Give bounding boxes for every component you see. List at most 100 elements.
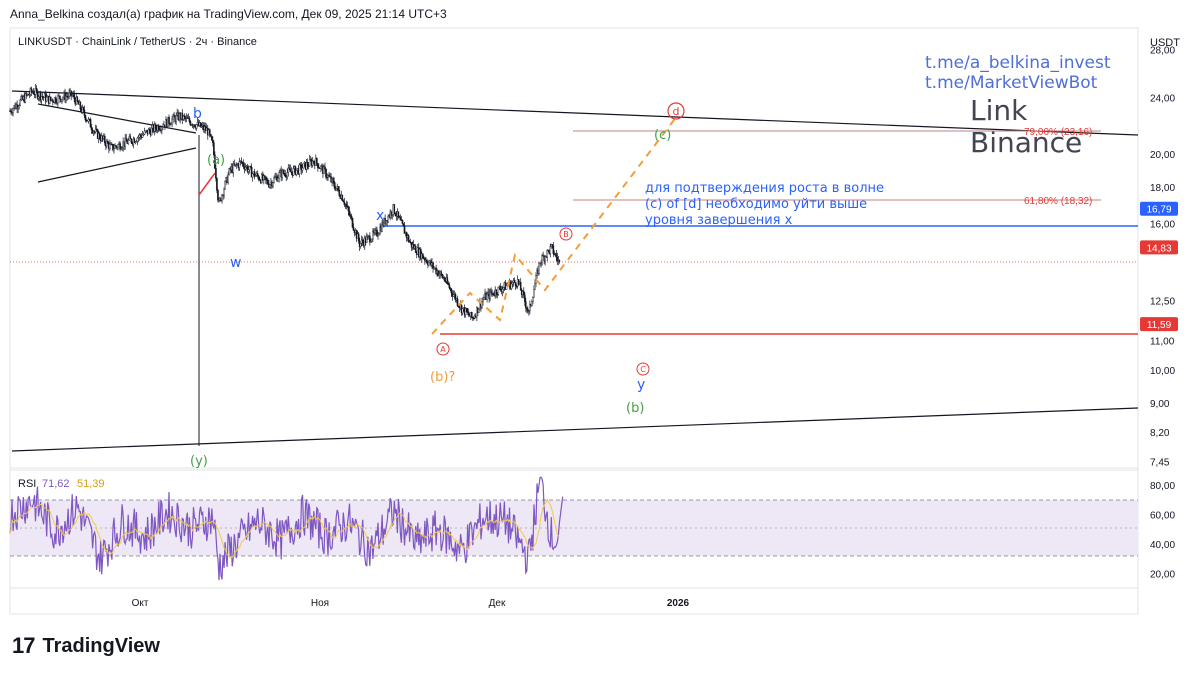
candle-body	[552, 245, 555, 254]
candle-body	[214, 154, 216, 169]
candle-body	[501, 288, 504, 292]
wave-x-label: x	[376, 208, 384, 224]
watermark-title-1: Link	[970, 94, 1028, 127]
wave-a-paren-label: (a)	[207, 153, 225, 168]
candle-body	[540, 262, 542, 264]
time-tick-label: Дек	[489, 598, 506, 609]
candle-body	[393, 204, 396, 214]
candle-body	[244, 167, 247, 170]
candle-body	[115, 145, 117, 147]
candle-body	[16, 104, 18, 109]
triangle-lower-line[interactable]	[37, 147, 197, 183]
price-badge	[1140, 201, 1178, 216]
candle-body	[133, 138, 136, 143]
candle-body	[104, 136, 106, 144]
candle-body	[341, 195, 344, 201]
time-axis[interactable]	[9, 587, 1139, 615]
candle-body	[199, 122, 202, 128]
candle-body	[357, 233, 360, 242]
rsi-line[interactable]	[9, 476, 564, 581]
candle-body	[528, 310, 530, 312]
candle-body	[369, 235, 371, 243]
candle-body	[162, 126, 164, 128]
candle-body	[148, 129, 151, 132]
candle-body	[175, 115, 177, 122]
candle-body	[447, 282, 450, 285]
candle-body	[284, 173, 287, 177]
currency-label: USDT	[1150, 37, 1180, 49]
candle-body	[378, 233, 380, 236]
wave-b-paren-label: (b)	[626, 401, 644, 416]
candle-body	[272, 182, 274, 187]
candle-body	[257, 175, 260, 180]
candle-body	[374, 230, 376, 234]
candle-body	[502, 287, 505, 290]
candle-body	[89, 119, 92, 128]
candle-body	[135, 141, 138, 143]
symbol-header: LINKUSDT · ChainLink / TetherUS · 2ч · B…	[18, 36, 257, 48]
candle-body	[139, 134, 142, 137]
price-pane[interactable]	[9, 27, 1139, 469]
candle-body	[526, 307, 528, 310]
tradingview-brand[interactable]: 17 TradingView	[12, 633, 160, 659]
candle-body	[465, 308, 468, 312]
candle-body	[342, 200, 345, 203]
candle-body	[492, 292, 494, 295]
candle-body	[309, 159, 312, 161]
projection-path[interactable]	[431, 115, 678, 335]
candle-body	[377, 234, 379, 237]
candle-body	[65, 96, 67, 101]
candle-body	[19, 99, 21, 106]
candle-body	[263, 175, 265, 181]
candle-body	[18, 105, 20, 108]
candle-body	[495, 289, 498, 295]
candle-body	[449, 287, 452, 290]
rsi-tick-label: 40,00	[1150, 540, 1175, 551]
candle-body	[90, 127, 93, 131]
time-tick-label: 2026	[667, 598, 690, 609]
fib-79-label: 79,00% (23,16)	[1024, 127, 1092, 138]
candle-body	[398, 216, 401, 218]
price-tick-label: 16,00	[1150, 220, 1175, 231]
candle-body	[534, 283, 536, 290]
candle-body	[348, 210, 351, 216]
candlesticks[interactable]	[9, 83, 561, 322]
candle-body	[208, 129, 211, 135]
candle-body	[36, 90, 39, 99]
watermark-link-1: t.me/a_belkina_invest	[925, 53, 1111, 73]
candle-body	[32, 91, 35, 95]
rsi-tick-label: 60,00	[1150, 510, 1175, 521]
candle-body	[24, 93, 27, 103]
candle-body	[345, 203, 348, 207]
candle-body	[12, 108, 14, 114]
wave-d-label: d	[673, 105, 680, 118]
rsi-ma-line[interactable]	[9, 497, 560, 559]
candle-body	[212, 140, 214, 143]
chart[interactable]: LINKUSDT · ChainLink / TetherUS · 2ч · B…	[0, 0, 1200, 625]
annotation-line-2: (c) of [d] необходимо уйти выше	[645, 197, 867, 212]
wave-C-label: C	[640, 365, 646, 374]
candle-body	[34, 88, 37, 95]
lower-channel-line[interactable]	[11, 407, 1139, 452]
candle-body	[532, 297, 534, 302]
candle-body	[79, 101, 82, 110]
rsi-tick-label: 80,00	[1150, 481, 1175, 492]
wave-y-paren-label: (y)	[190, 454, 208, 469]
candle-body	[211, 135, 213, 141]
candle-body	[73, 94, 76, 99]
impulse-a-red[interactable]	[198, 172, 216, 196]
upper-channel-line[interactable]	[11, 90, 1139, 136]
triangle-upper-line[interactable]	[37, 103, 197, 134]
candle-body	[107, 140, 109, 144]
candle-body	[531, 301, 533, 306]
fib-618-label: 61,80% (18,32)	[1024, 196, 1092, 207]
candle-body	[302, 163, 305, 169]
candle-body	[478, 308, 480, 313]
wave-y-label: y	[637, 377, 645, 393]
price-badge	[1140, 240, 1178, 255]
price-axis[interactable]: 28,00 24,00 20,00 18,00 16,00 12,50 11,00 10,00…	[1150, 45, 1175, 468]
candle-body	[59, 95, 61, 100]
candle-body	[338, 189, 341, 196]
candle-body	[448, 284, 451, 289]
candle-body	[215, 168, 217, 179]
